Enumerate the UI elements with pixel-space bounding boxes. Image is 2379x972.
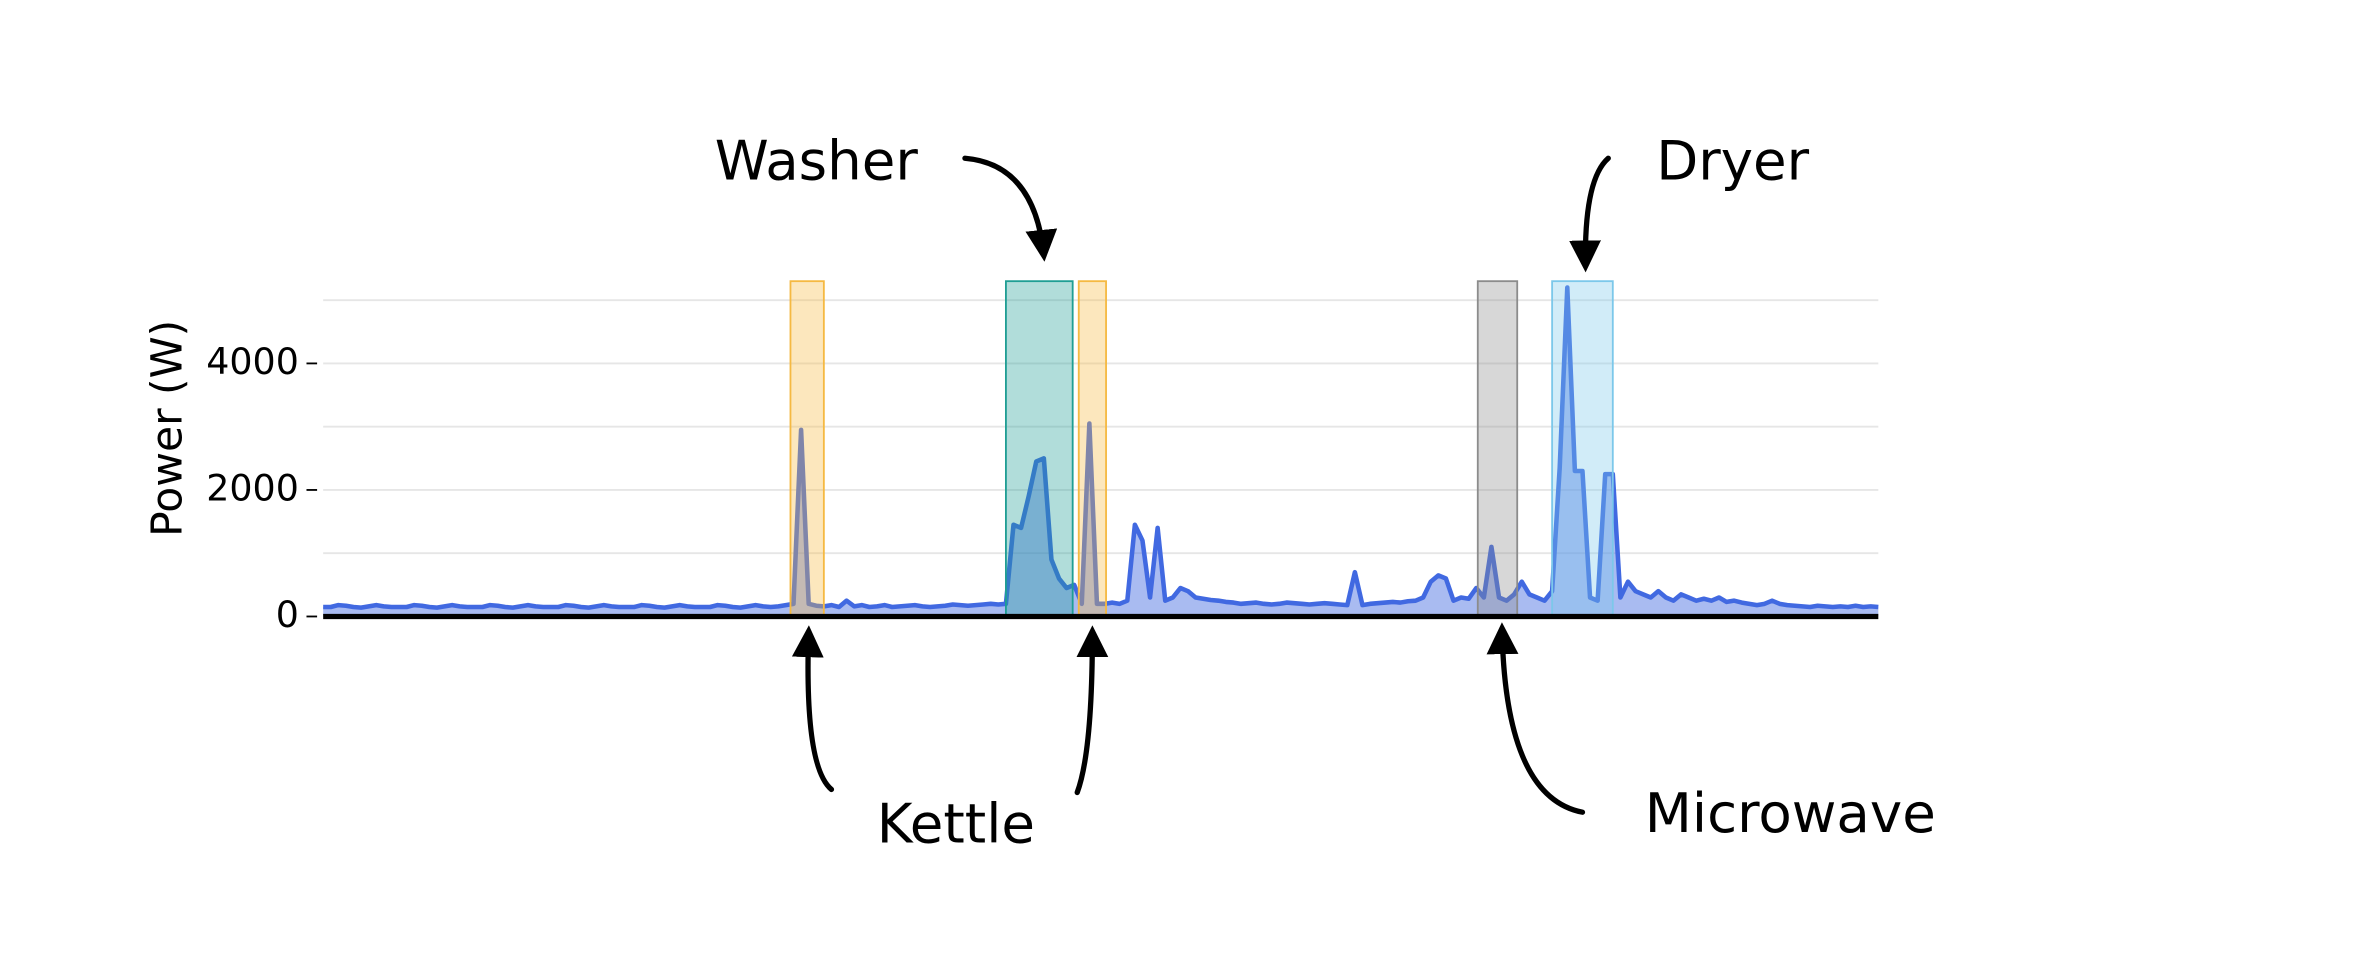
plot: 0 2000 4000 — [206, 280, 1879, 636]
annotation: Kettle — [877, 792, 1035, 856]
y-tick-label: 0 — [276, 593, 299, 636]
appliance-band — [1005, 280, 1074, 618]
arrow — [1486, 622, 1586, 815]
arrow — [1569, 155, 1611, 273]
y-tick-label: 4000 — [206, 340, 299, 383]
arrow — [962, 155, 1058, 262]
appliance-band — [1476, 280, 1519, 618]
annotation: Dryer — [1656, 129, 1809, 193]
arrow — [791, 625, 835, 793]
appliance-band — [1551, 280, 1614, 618]
area — [323, 287, 1879, 617]
y-tick-label: 2000 — [206, 466, 299, 509]
annotation: Microwave — [1645, 781, 1936, 845]
y-axis-label: Power (W) — [143, 320, 192, 537]
appliance-band — [1077, 280, 1107, 618]
annotation: Washer — [715, 129, 919, 193]
appliance-band — [789, 280, 825, 618]
arrow — [1074, 625, 1109, 796]
line — [323, 285, 1879, 610]
